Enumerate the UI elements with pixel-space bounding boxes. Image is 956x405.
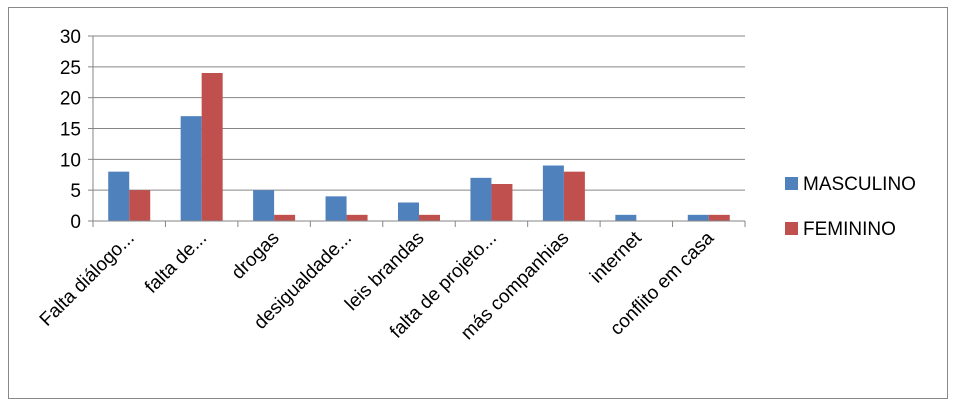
- x-tick-label: Falta diálogo...: [36, 228, 139, 331]
- bar-feminino-0: [129, 190, 151, 221]
- y-tick-label: 15: [60, 120, 81, 141]
- y-tick-label: 0: [70, 212, 81, 233]
- bars: [108, 73, 730, 221]
- y-tick-labels: 0 5 10 15 20 25 30: [60, 27, 81, 233]
- axes: [88, 35, 746, 227]
- x-tick-label: internet: [586, 227, 646, 287]
- legend-swatch-feminino: [785, 222, 798, 235]
- x-tick-label: drogas: [228, 228, 284, 284]
- bar-masculino-2: [253, 190, 275, 221]
- bar-feminino-6: [563, 171, 585, 221]
- y-tick-label: 20: [60, 89, 81, 110]
- bar-masculino-6: [542, 165, 564, 221]
- bar-feminino-4: [419, 214, 440, 221]
- legend-label-feminino: FEMININO: [803, 219, 896, 240]
- legend: MASCULINO FEMININO: [785, 174, 916, 240]
- bar-feminino-3: [346, 214, 368, 221]
- bar-masculino-4: [398, 202, 419, 221]
- legend-label-masculino: MASCULINO: [803, 174, 916, 195]
- x-tick-label: falta de...: [141, 228, 211, 298]
- legend-swatch-masculino: [785, 177, 798, 190]
- bar-masculino-0: [108, 171, 130, 221]
- bar-feminino-2: [274, 214, 296, 221]
- bar-masculino-1: [180, 116, 202, 221]
- y-tick-label: 10: [60, 150, 81, 171]
- bar-feminino-8: [708, 214, 730, 221]
- bar-masculino-8: [687, 214, 709, 221]
- bar-masculino-7: [615, 214, 637, 221]
- bar-feminino-1: [201, 73, 223, 221]
- y-tick-label: 5: [70, 181, 81, 202]
- bar-masculino-5: [470, 177, 492, 221]
- bar-masculino-3: [325, 196, 347, 221]
- y-tick-label: 30: [60, 27, 81, 48]
- y-tick-label: 25: [60, 58, 81, 79]
- x-tick-labels: Falta diálogo... falta de... drogasdesigua…: [36, 227, 719, 344]
- bar-feminino-5: [491, 184, 513, 221]
